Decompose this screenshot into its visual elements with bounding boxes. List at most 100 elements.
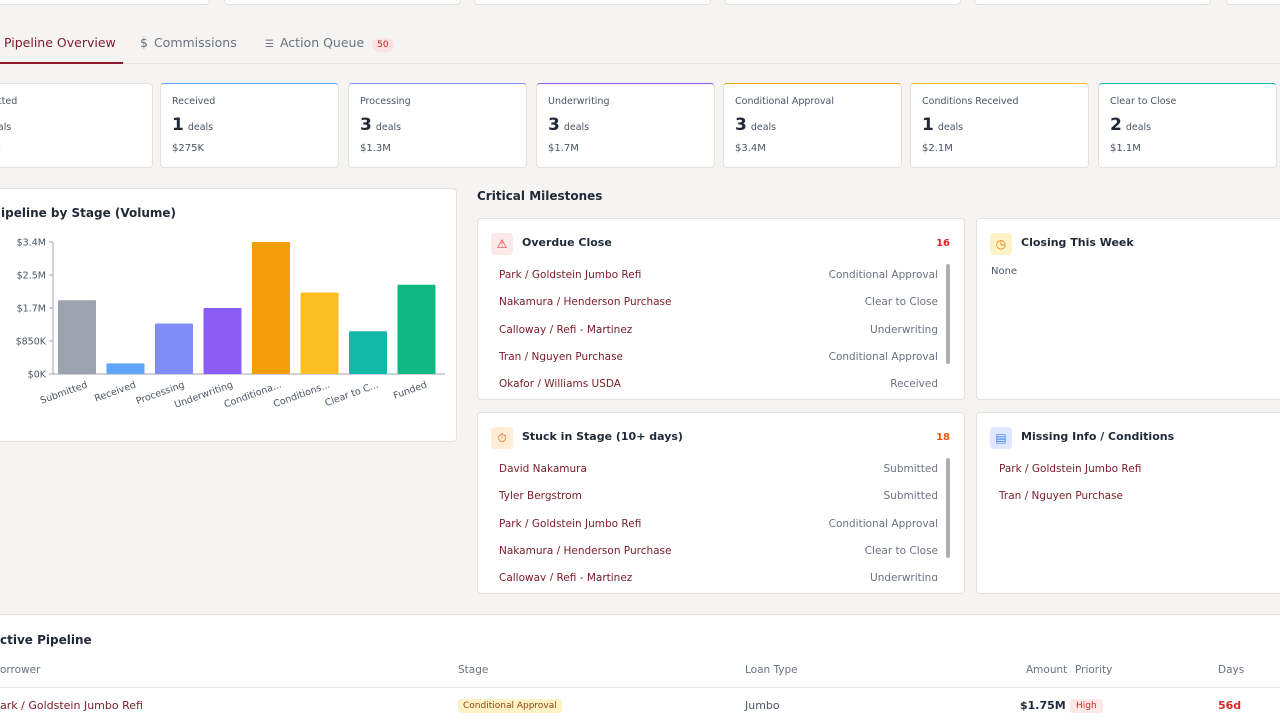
column-header: Priority — [1075, 664, 1113, 676]
milestone-card: ◷ Closing This Week None — [976, 218, 1280, 400]
stage-label: Conditions Received — [922, 96, 1019, 107]
top-card — [0, 0, 210, 5]
tab-underline — [0, 62, 123, 64]
tab-icon: $ — [140, 35, 148, 50]
item-name[interactable]: Park / Goldstein Jumbo Refi — [999, 463, 1142, 475]
stage-unit: deals — [937, 122, 964, 133]
panel-count: 16 — [936, 238, 950, 249]
stage-count: 3 — [548, 115, 560, 135]
row-stage: Submitted — [883, 463, 939, 475]
stage-unit: deals — [1125, 122, 1152, 133]
stage-amount: $1.1M — [1110, 143, 1141, 154]
tab[interactable]: ☰ Action Queue 50 — [265, 35, 394, 52]
stage-label: Received — [172, 96, 216, 107]
cell-priority: High — [1070, 699, 1103, 713]
y-tick-label: $3.4M — [17, 238, 46, 249]
row-stage: Conditional Approval — [828, 517, 938, 530]
row-name[interactable]: Nakamura / Henderson Purchase — [499, 544, 672, 557]
x-tick-label: Funded — [392, 379, 429, 401]
row-name[interactable]: Park / Goldstein Jumbo Refi — [499, 269, 642, 281]
row-name[interactable]: Nakamura / Henderson Purchase — [499, 296, 672, 309]
stage-count-row: 3 deals — [360, 115, 401, 135]
cell-borrower[interactable]: ark / Goldstein Jumbo Refi — [0, 699, 143, 712]
bar — [155, 323, 193, 374]
pipeline-section: ctive Pipeline orrower Stage Loan Type Amoun… — [0, 614, 1280, 721]
item-name[interactable]: Tran / Nguyen Purchase — [999, 490, 1124, 502]
column-header: Loan Type — [745, 664, 798, 676]
y-tick-label: $850K — [16, 337, 47, 348]
stage-count: 1 — [922, 115, 934, 135]
row-stage: Submitted — [883, 490, 939, 503]
stage-amount: $3.4M — [735, 143, 766, 154]
panel-list: Park / Goldstein Jumbo Refi Conditional A… — [478, 264, 964, 387]
panel-count: 18 — [936, 432, 950, 443]
row-name[interactable]: Tyler Bergstrom — [499, 490, 582, 503]
stage-unit: deals — [187, 122, 214, 133]
stage-amount: 9M — [0, 143, 1, 154]
stage-amount: $2.1M — [922, 143, 953, 154]
top-card — [224, 0, 461, 5]
panel-title: Stuck in Stage (10+ days) — [522, 430, 683, 443]
bar — [397, 284, 436, 374]
y-tick-label: $2.5M — [17, 271, 46, 282]
stage-label: Processing — [360, 96, 411, 107]
header-rule — [0, 687, 1280, 688]
panel-title: Closing This Week — [1021, 236, 1134, 249]
stage-count-row: 3 deals — [548, 115, 589, 135]
tab[interactable]: $ Commissions — [140, 35, 237, 50]
row-name[interactable]: Calloway / Refi - Martinez — [499, 323, 633, 336]
bar — [349, 331, 387, 374]
panel-icon: ▤ — [990, 427, 1012, 449]
top-card — [974, 0, 1211, 5]
pipeline-title: ctive Pipeline — [0, 633, 92, 647]
stage-count-row: 2 deals — [1110, 115, 1151, 135]
panel-empty: None — [991, 266, 1018, 277]
tab[interactable]: Pipeline Overview — [0, 35, 123, 64]
stage-label: Clear to Close — [1110, 96, 1177, 107]
stage-label: Underwriting — [548, 96, 610, 107]
row-name[interactable]: David Nakamura — [499, 463, 587, 475]
row-name[interactable]: Calloway / Refi - Martinez — [499, 572, 633, 581]
stage-count-row: 1 deals — [172, 115, 213, 135]
bar — [203, 308, 242, 374]
scrollbar — [946, 264, 950, 364]
row-name[interactable]: Okafor / Williams USDA — [499, 378, 621, 387]
panel-icon: ◷ — [990, 233, 1012, 255]
stage-count-row: 3 deals — [735, 115, 776, 135]
column-header: Amount — [1026, 664, 1068, 676]
stage-unit: deals — [375, 122, 402, 133]
stage-count-row: deals — [0, 115, 11, 134]
stage-card: Received 1 deals $275K — [160, 83, 339, 168]
stage-count: 3 — [735, 115, 747, 135]
chart: $0K $850K $1.7M $2.5M $3.4M Submitted Received… — [16, 238, 445, 411]
tab-label: Pipeline Overview — [4, 35, 116, 50]
panel-title: Overdue Close — [522, 236, 612, 249]
y-tick-label: $0K — [28, 370, 47, 381]
stage-label: mitted — [0, 96, 18, 107]
cell-amount: $1.75M — [1020, 699, 1066, 712]
stage-count: 1 — [172, 115, 184, 135]
stage-unit: deals — [750, 122, 777, 133]
stage-count: 2 — [1110, 115, 1122, 135]
stage-label: Conditional Approval — [735, 96, 834, 107]
row-name[interactable]: Tran / Nguyen Purchase — [499, 350, 624, 363]
stage-card: Processing 3 deals $1.3M — [348, 83, 527, 168]
column-header: Stage — [458, 664, 489, 676]
top-card — [474, 0, 711, 5]
column-header: Days — [1218, 664, 1245, 676]
top-card — [1226, 0, 1280, 5]
bar — [252, 242, 290, 374]
row-name[interactable]: Park / Goldstein Jumbo Refi — [499, 517, 642, 530]
milestone-card: ▤ Missing Info / Conditions Park / Goldste… — [976, 412, 1280, 594]
stage-card: mitted deals 9M — [0, 83, 153, 168]
row-stage: Clear to Close — [864, 544, 938, 557]
bar — [300, 292, 339, 374]
tab-label: Action Queue — [279, 35, 365, 50]
stage-card: Conditional Approval 3 deals $3.4M — [723, 83, 902, 168]
stage-count: 3 — [360, 115, 372, 135]
chart-title: ipeline by Stage (Volume) — [1, 206, 177, 220]
cell-type: Jumbo — [745, 699, 780, 712]
stage-amount: $275K — [172, 143, 205, 154]
milestone-card: ⚠ Overdue Close 16 Park / Goldstein Jumbo R… — [477, 218, 965, 400]
